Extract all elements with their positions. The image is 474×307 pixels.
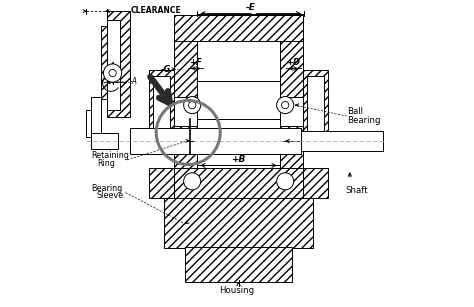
Text: Bearing: Bearing: [91, 184, 122, 192]
Text: -G: -G: [161, 64, 172, 74]
Bar: [197, 81, 280, 119]
Circle shape: [109, 69, 116, 77]
Circle shape: [183, 96, 201, 114]
Bar: [101, 26, 108, 99]
Bar: [148, 168, 174, 198]
Text: +F: +F: [189, 58, 201, 67]
Bar: [174, 41, 197, 97]
Circle shape: [189, 101, 196, 109]
Bar: [108, 10, 130, 117]
Bar: [86, 110, 101, 137]
Bar: [174, 15, 302, 41]
Circle shape: [183, 173, 201, 190]
Text: Shaft: Shaft: [345, 186, 368, 195]
Circle shape: [282, 101, 289, 109]
Bar: [301, 131, 383, 151]
Text: CLEARANCE: CLEARANCE: [130, 6, 181, 15]
Bar: [307, 76, 324, 133]
Text: Sleeve: Sleeve: [96, 192, 123, 200]
Circle shape: [277, 173, 294, 190]
Circle shape: [103, 64, 122, 82]
Text: Bearing: Bearing: [347, 116, 381, 125]
Text: Ring: Ring: [97, 159, 115, 168]
Bar: [164, 198, 313, 248]
Bar: [148, 70, 174, 139]
Circle shape: [277, 96, 294, 114]
Text: Housing: Housing: [219, 286, 255, 295]
Bar: [280, 126, 302, 168]
Bar: [91, 133, 118, 149]
Bar: [197, 41, 280, 81]
Bar: [302, 70, 328, 139]
Bar: [280, 41, 302, 97]
Text: -E: -E: [246, 3, 255, 12]
Bar: [174, 126, 197, 168]
Bar: [130, 128, 301, 154]
Bar: [108, 20, 119, 110]
Text: -A: -A: [130, 77, 137, 86]
Bar: [197, 119, 280, 168]
Text: +B: +B: [231, 155, 246, 164]
Text: -C: -C: [282, 138, 292, 147]
Bar: [91, 97, 101, 148]
Bar: [153, 76, 170, 133]
Text: +D: +D: [286, 58, 300, 67]
Bar: [302, 168, 328, 198]
Text: Retaining: Retaining: [91, 151, 129, 160]
Text: Ball: Ball: [347, 107, 364, 116]
Bar: [174, 168, 302, 198]
Bar: [185, 247, 292, 282]
